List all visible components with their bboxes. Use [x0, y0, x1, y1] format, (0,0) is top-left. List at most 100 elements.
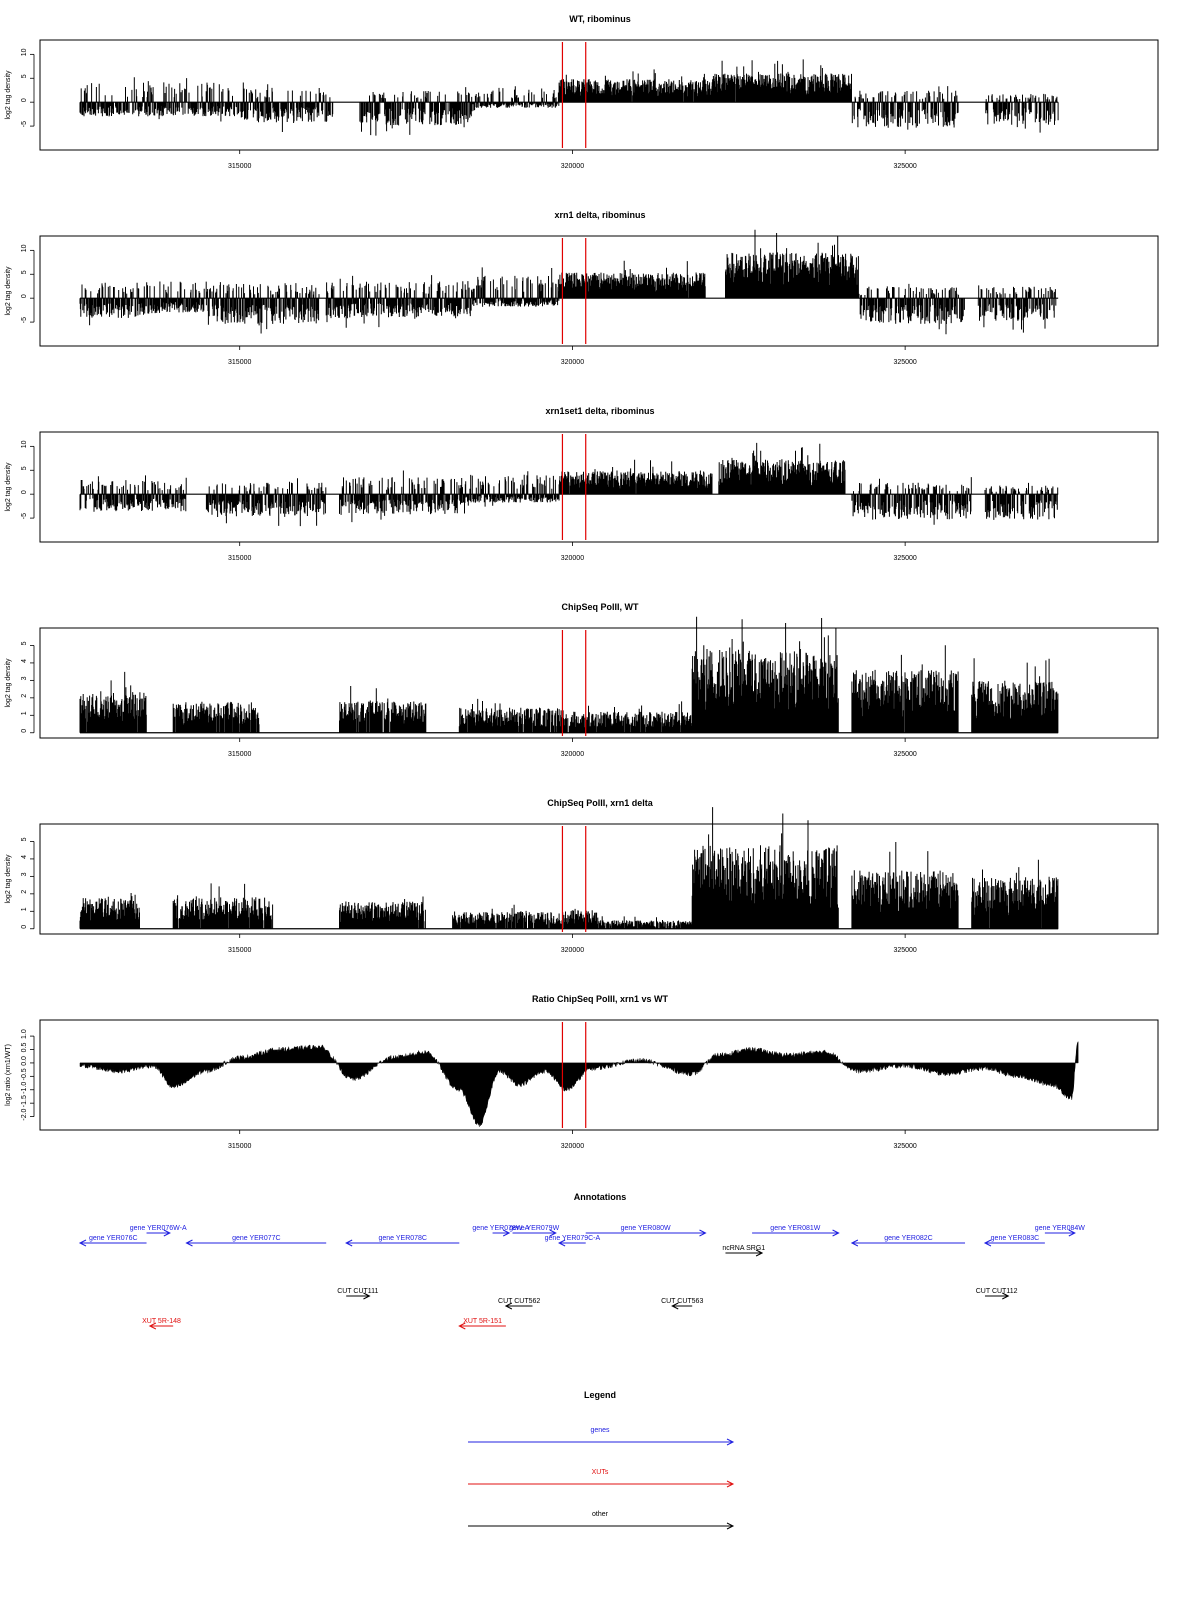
- arrowhead: [850, 1239, 859, 1247]
- x-tick-label: 325000: [893, 751, 916, 758]
- signal-series: [79, 1040, 1079, 1127]
- signal-bars: [79, 616, 1059, 733]
- feature-label: gene YER076W-A: [130, 1225, 187, 1232]
- plot-frame: [39, 431, 1159, 543]
- feature-label: CUT CUT563: [661, 1298, 703, 1305]
- feature-label: CUT CUT111: [337, 1288, 378, 1295]
- signal-bars: [79, 229, 1057, 335]
- feature-label: gene YER078C: [378, 1235, 427, 1242]
- y-axis-label: log2 tag density: [5, 266, 12, 316]
- signal-series: [79, 59, 1059, 136]
- y-axis: 1.0 0.5 0.0 -0.5 -1.0-1.5-2.0: [21, 1029, 35, 1121]
- arrowhead: [363, 1292, 371, 1300]
- y-tick-label: 1: [21, 711, 28, 715]
- x-tick-label: 320000: [561, 163, 584, 170]
- y-tick-label: 5: [21, 74, 28, 78]
- chart-panel: ChipSeq PolII, WT 5 4 3 2 1 0 log2 tag density 3…: [5, 602, 1159, 758]
- arrowhead: [755, 1249, 764, 1257]
- y-tick-label: 2: [21, 694, 28, 698]
- x-tick-label: 315000: [228, 163, 251, 170]
- feature-gene: gene YER076C: [78, 1235, 147, 1247]
- feature-gene: gene YER081W: [752, 1225, 840, 1237]
- y-tick-label: 0.5: [21, 1043, 28, 1053]
- y-axis: 10 5 0 -5: [21, 244, 35, 323]
- feature-gene: gene YER079C-A: [545, 1235, 601, 1247]
- arrowhead: [1002, 1292, 1010, 1300]
- x-tick-label: 325000: [893, 1143, 916, 1150]
- y-tick-label: -5: [21, 513, 28, 519]
- x-axis: 315000 320000 325000: [228, 542, 917, 562]
- x-tick-label: 320000: [561, 751, 584, 758]
- arrowhead: [983, 1239, 992, 1247]
- y-axis: 10 5 0 -5: [21, 48, 35, 127]
- arrowhead: [1068, 1229, 1076, 1237]
- chart-title: ChipSeq PolII, xrn1 delta: [547, 798, 654, 808]
- x-axis: 315000 320000 325000: [228, 934, 917, 954]
- arrowhead: [549, 1229, 557, 1237]
- arrowhead: [148, 1322, 157, 1330]
- arrowhead: [185, 1239, 193, 1247]
- legend-label: XUTs: [592, 1469, 609, 1476]
- arrowhead: [345, 1239, 353, 1247]
- y-tick-label: 3: [21, 872, 28, 876]
- y-tick-label: 5: [21, 837, 28, 841]
- annotations-panel: Annotations gene YER076C gene YER076W-A gen…: [78, 1192, 1085, 1330]
- chart-title: xrn1 delta, ribominus: [554, 210, 645, 220]
- feature-label: XUT 5R-151: [463, 1318, 502, 1325]
- y-tick-label: 4: [21, 855, 28, 859]
- feature-gene: gene YER076W-A: [130, 1225, 187, 1237]
- feature-label: gene YER081W: [770, 1225, 820, 1232]
- feature-other: CUT CUT563: [661, 1298, 703, 1310]
- arrowhead: [699, 1229, 707, 1237]
- feature-label: XUT 5R-148: [142, 1318, 181, 1325]
- legend-item: other: [468, 1511, 735, 1530]
- feature-other: ncRNA SRG1: [722, 1245, 765, 1257]
- y-axis: 10 5 0 -5: [21, 440, 35, 519]
- y-tick-label: 1.0: [21, 1029, 28, 1039]
- feature-gene: gene YER078C: [345, 1235, 460, 1247]
- y-tick-label: 0: [21, 925, 28, 929]
- feature-gene: gene YER078W-A: [472, 1225, 530, 1237]
- plot-frame: [39, 235, 1159, 347]
- x-tick-label: 325000: [893, 163, 916, 170]
- plot-frame: [39, 823, 1159, 935]
- annotations-title: Annotations: [574, 1192, 627, 1202]
- ratio-area: [79, 1040, 1079, 1127]
- chart-panel: WT, ribominus 10 5 0 -5 log2 tag density 31500…: [5, 14, 1159, 170]
- plot-frame: [39, 627, 1159, 739]
- feature-gene: gene YER079W: [509, 1225, 560, 1237]
- feature-gene: gene YER083C: [983, 1235, 1045, 1247]
- feature-gene: gene YER082C: [850, 1235, 966, 1247]
- y-axis: 5 4 3 2 1 0: [21, 837, 35, 930]
- y-tick-label: -5: [21, 317, 28, 323]
- x-tick-label: 320000: [561, 359, 584, 366]
- y-tick-label: -5: [21, 121, 28, 127]
- chart-panel: xrn1 delta, ribominus 10 5 0 -5 log2 tag dens…: [5, 210, 1159, 366]
- y-tick-label: 10: [21, 244, 28, 252]
- chart-title: Ratio ChipSeq PolII, xrn1 vs WT: [532, 994, 669, 1004]
- x-axis: 315000 320000 325000: [228, 738, 917, 758]
- arrowhead: [557, 1239, 566, 1247]
- arrowhead: [726, 1480, 735, 1488]
- feature-other: CUT CUT111: [337, 1288, 379, 1300]
- x-axis: 315000 320000 325000: [228, 1130, 917, 1150]
- arrowhead: [726, 1438, 735, 1446]
- feature-label: gene YER080W: [621, 1225, 671, 1232]
- feature-label: gene YER083C: [991, 1235, 1040, 1242]
- feature-label: gene YER082C: [884, 1235, 933, 1242]
- legend: Legend genes XUTs other: [468, 1390, 735, 1530]
- x-tick-label: 315000: [228, 1143, 251, 1150]
- x-tick-label: 315000: [228, 359, 251, 366]
- plot-frame: [39, 39, 1159, 151]
- x-tick-label: 325000: [893, 947, 916, 954]
- arrowhead: [458, 1322, 466, 1330]
- feature-label: gene YER084W: [1035, 1225, 1085, 1232]
- x-tick-label: 320000: [561, 1143, 584, 1150]
- y-axis: 5 4 3 2 1 0: [21, 641, 35, 734]
- arrowhead: [726, 1522, 735, 1530]
- feature-label: CUT CUT562: [498, 1298, 540, 1305]
- chart-panel: xrn1set1 delta, ribominus 10 5 0 -5 log2 tag …: [5, 406, 1159, 562]
- arrowhead: [502, 1229, 511, 1237]
- y-tick-label: 2: [21, 890, 28, 894]
